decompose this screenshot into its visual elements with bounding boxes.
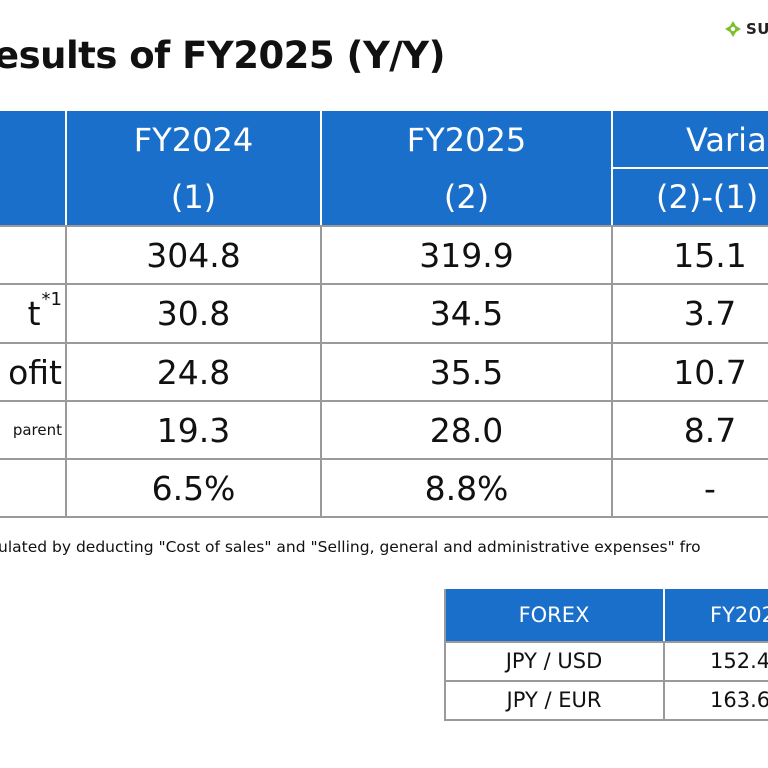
row-label-text: parent (12, 421, 62, 439)
forex-row-divider (444, 719, 768, 721)
forex-header-label: FOREX (444, 589, 664, 641)
cell-fy2025: 319.9 (419, 235, 514, 275)
cell-variance: 15.1 (673, 235, 747, 275)
forex-header-year: FY202 (664, 589, 768, 641)
cell-fy2024: 24.8 (156, 352, 231, 392)
header-subdivider (612, 167, 768, 169)
forex-pair: JPY / EUR (506, 688, 602, 712)
header-fy2024: FY2024 (66, 111, 321, 168)
row-divider (0, 342, 768, 344)
cell-variance: 3.7 (683, 294, 737, 333)
column-divider (65, 225, 67, 518)
header-divider (65, 111, 67, 225)
row-label (0, 226, 66, 284)
header-fy2025: FY2025 (321, 111, 612, 168)
cell-variance: - (704, 468, 716, 508)
row-label: t *1 (0, 284, 66, 343)
forex-header-year-label: FY202 (710, 603, 768, 627)
header-divider (320, 111, 322, 225)
cell-fy2024: 19.3 (156, 410, 231, 450)
forex-left-border (444, 589, 446, 721)
header-variance: Varia (612, 111, 768, 168)
column-divider (320, 225, 322, 518)
cell-fy2024: 30.8 (156, 294, 231, 333)
forex-row-divider (444, 641, 768, 643)
header-fy2024-label: FY2024 (133, 120, 254, 159)
cell-fy2024: 6.5% (151, 468, 236, 508)
header-fy2024-sub: (1) (66, 168, 321, 225)
header-variance-sub-label: (2)-(1) (656, 177, 759, 216)
forex-column-divider (663, 641, 665, 721)
row-divider (0, 400, 768, 402)
header-fy2025-label: FY2025 (406, 120, 527, 159)
forex-value-text: 152.4 (710, 649, 768, 673)
cell-variance: 8.7 (683, 410, 737, 450)
forex-value-text: 163.6 (710, 688, 768, 712)
forex-value: 152.4 (664, 642, 768, 680)
page-title: esults of FY2025 (Y/Y) (0, 34, 445, 77)
footnote-text: ulated by deducting "Cost of sales" and … (0, 538, 701, 556)
row-label-text: ofit (8, 352, 62, 392)
header-variance-sub: (2)-(1) (612, 168, 768, 225)
header-label-cell (0, 111, 66, 225)
forex-value: 163.6 (664, 681, 768, 719)
header-variance-label: Varia (686, 120, 767, 159)
row-divider (0, 458, 768, 460)
cell-fy2024: 304.8 (146, 235, 241, 275)
column-divider (611, 225, 613, 518)
row-divider (0, 225, 768, 227)
cell-variance: 10.7 (673, 352, 747, 392)
header-fy2025-sub-label: (2) (443, 177, 490, 216)
row-label: parent (0, 401, 66, 459)
row-label: ofit (0, 343, 66, 401)
header-fy2024-sub-label: (1) (170, 177, 217, 216)
forex-pair: JPY / USD (505, 649, 603, 673)
footnote-marker: *1 (41, 289, 62, 310)
forex-row-divider (444, 680, 768, 682)
row-label-text: t (27, 294, 41, 333)
row-label (0, 459, 66, 517)
forex-header-divider (663, 589, 665, 641)
cell-fy2025: 34.5 (429, 294, 504, 333)
row-divider (0, 516, 768, 518)
header-fy2025-sub: (2) (321, 168, 612, 225)
cell-fy2025: 35.5 (429, 352, 504, 392)
row-divider (0, 283, 768, 285)
logo-text: SU (746, 20, 768, 38)
cell-fy2025: 28.0 (429, 410, 504, 450)
cell-fy2025: 8.8% (424, 468, 509, 508)
logo-mark-icon (725, 21, 741, 37)
company-logo: SU (724, 20, 768, 38)
